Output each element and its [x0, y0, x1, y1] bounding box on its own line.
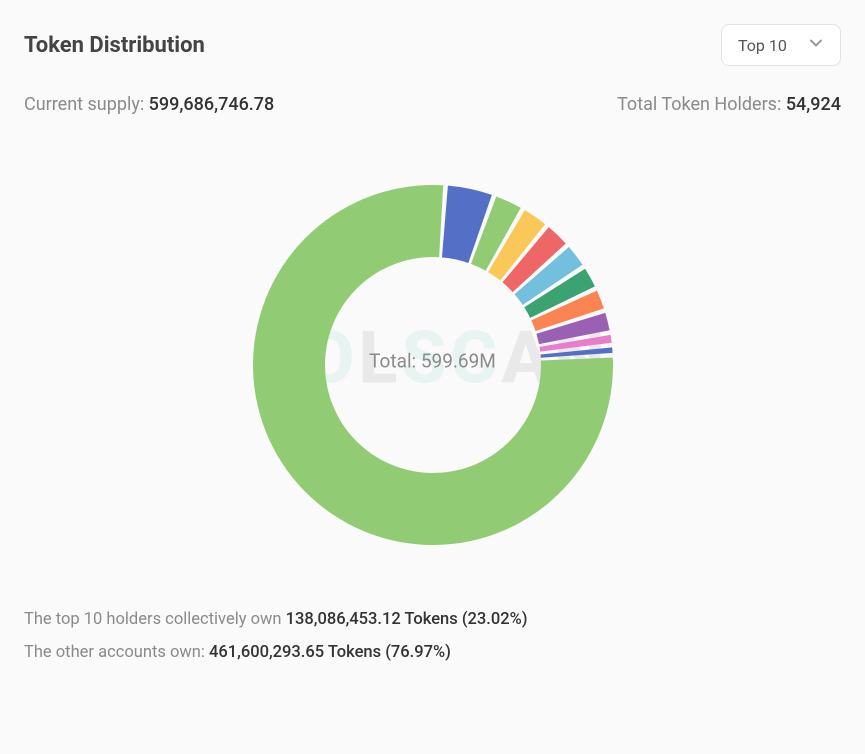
chevron-down-icon [808, 35, 824, 55]
current-supply: Current supply: 599,686,746.78 [24, 94, 274, 115]
dropdown-selected-label: Top 10 [738, 36, 787, 55]
top-holders-summary: The top 10 holders collectively own 138,… [24, 603, 841, 636]
header-row: Token Distribution Top 10 [24, 24, 841, 66]
current-supply-label: Current supply: [24, 94, 144, 115]
top-holders-value: 138,086,453.12 Tokens (23.02%) [286, 610, 528, 629]
current-supply-value: 599,686,746.78 [149, 94, 275, 115]
total-holders: Total Token Holders: 54,924 [617, 94, 841, 115]
other-accounts-value: 461,600,293.65 Tokens (76.97%) [209, 643, 451, 662]
top-holders-label: The top 10 holders collectively own [24, 610, 286, 629]
other-accounts-label: The other accounts own: [24, 643, 209, 662]
stats-row: Current supply: 599,686,746.78 Total Tok… [24, 94, 841, 115]
donut-chart [233, 165, 633, 565]
footer-summary: The top 10 holders collectively own 138,… [24, 603, 841, 669]
top-n-dropdown[interactable]: Top 10 [721, 24, 841, 66]
other-accounts-summary: The other accounts own: 461,600,293.65 T… [24, 636, 841, 669]
total-holders-label: Total Token Holders: [617, 94, 781, 115]
total-holders-value: 54,924 [786, 94, 841, 115]
page-title: Token Distribution [24, 33, 205, 58]
donut-chart-container: SOLSCAN Total: 599.69M [24, 155, 841, 575]
